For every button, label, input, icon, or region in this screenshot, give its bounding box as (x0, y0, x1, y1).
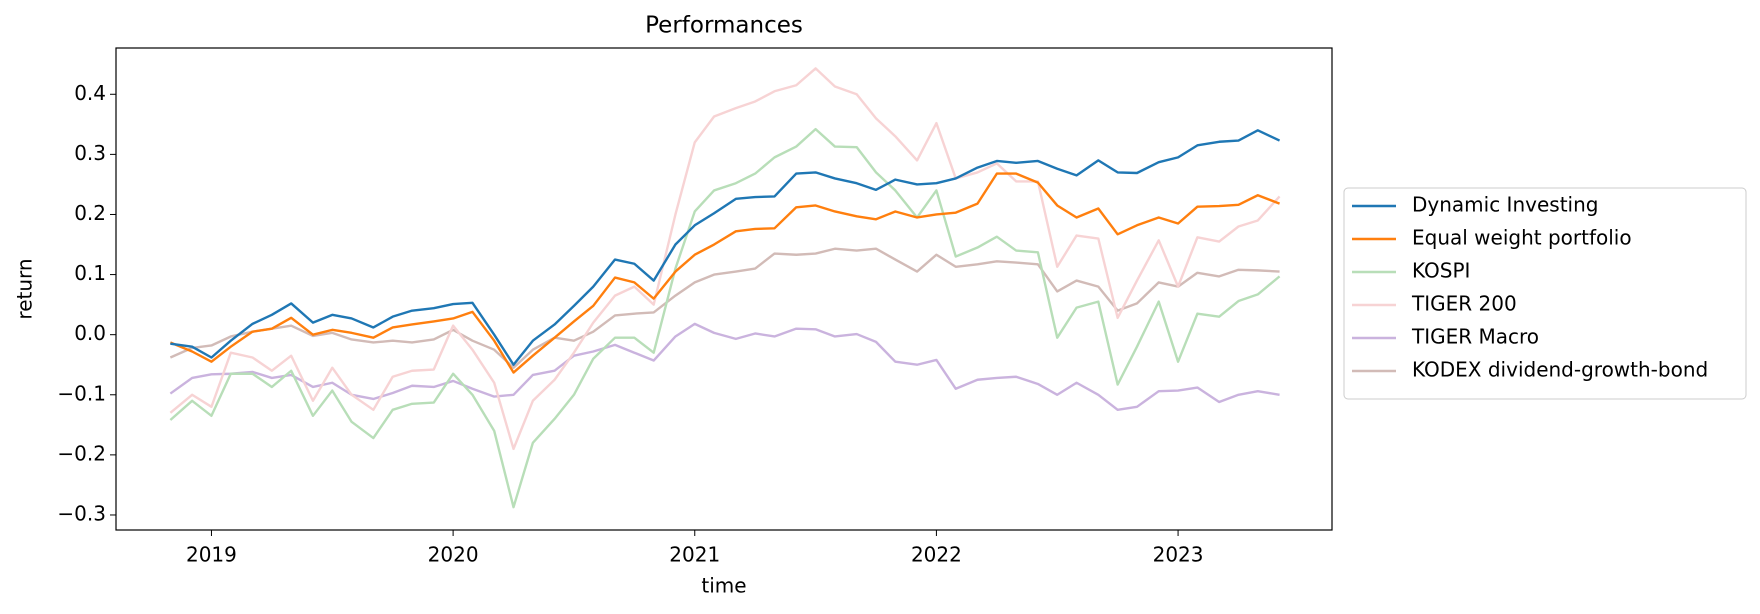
legend-label: TIGER Macro (1411, 325, 1539, 349)
y-tick-label: 0.2 (74, 201, 106, 225)
x-tick-label: 2019 (186, 543, 237, 567)
legend-box (1343, 187, 1747, 400)
series-line (169, 67, 1281, 451)
y-axis-label: return (13, 258, 37, 319)
y-tick-label: 0.1 (74, 261, 106, 285)
series-line (170, 129, 1281, 366)
legend-label: Dynamic Investing (1412, 193, 1598, 217)
plot-frame (115, 47, 1333, 531)
y-tick-label: 0.3 (74, 141, 106, 165)
series-line (169, 247, 1280, 369)
legend-label: KOSPI (1412, 259, 1470, 283)
legend-label: Equal weight portfolio (1412, 226, 1632, 250)
legend-label: KODEX dividend-growth-bond (1412, 358, 1708, 382)
y-tick-label: 0.0 (74, 321, 106, 345)
y-tick-label: −0.3 (57, 501, 106, 525)
series-line (169, 127, 1281, 509)
x-axis-label: time (701, 574, 746, 598)
y-tick-label: 0.4 (74, 81, 106, 105)
x-tick-label: 2020 (428, 543, 479, 567)
series-line (169, 172, 1280, 374)
x-tick-label: 2022 (911, 543, 962, 567)
legend-label: TIGER 200 (1411, 292, 1517, 316)
x-tick-label: 2023 (1153, 543, 1204, 567)
series-line (169, 322, 1280, 411)
y-tick-label: −0.1 (57, 381, 106, 405)
chart-title: Performances (645, 13, 803, 39)
y-tick-label: −0.2 (57, 441, 106, 465)
x-tick-label: 2021 (669, 543, 720, 567)
